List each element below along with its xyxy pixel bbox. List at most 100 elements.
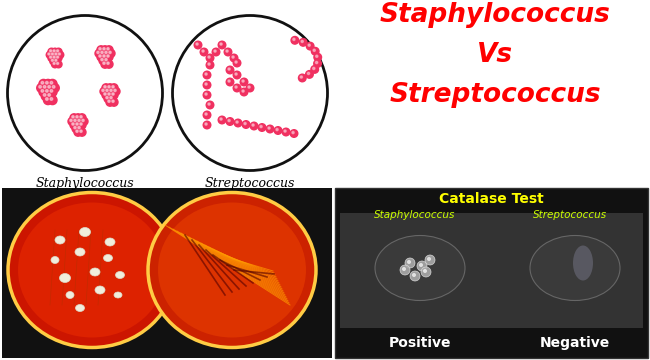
Circle shape bbox=[284, 130, 286, 132]
Ellipse shape bbox=[158, 202, 306, 338]
Circle shape bbox=[226, 50, 228, 52]
Circle shape bbox=[80, 130, 82, 132]
Circle shape bbox=[230, 54, 238, 62]
Ellipse shape bbox=[375, 235, 465, 301]
Circle shape bbox=[106, 98, 114, 106]
Circle shape bbox=[58, 53, 60, 55]
Circle shape bbox=[276, 129, 278, 131]
Circle shape bbox=[78, 128, 86, 136]
Circle shape bbox=[206, 101, 214, 109]
Circle shape bbox=[78, 114, 86, 122]
Circle shape bbox=[107, 48, 109, 50]
Circle shape bbox=[220, 118, 222, 120]
Circle shape bbox=[214, 50, 216, 52]
Circle shape bbox=[112, 100, 114, 102]
Circle shape bbox=[55, 61, 62, 68]
Circle shape bbox=[290, 130, 298, 137]
Circle shape bbox=[97, 46, 105, 54]
Circle shape bbox=[311, 48, 319, 55]
Circle shape bbox=[70, 121, 78, 129]
Circle shape bbox=[412, 273, 416, 277]
Text: Positive: Positive bbox=[389, 336, 451, 350]
Circle shape bbox=[39, 80, 48, 89]
Circle shape bbox=[206, 54, 214, 62]
Circle shape bbox=[260, 125, 262, 128]
Circle shape bbox=[78, 121, 86, 129]
Circle shape bbox=[110, 84, 118, 92]
Circle shape bbox=[103, 55, 105, 57]
Circle shape bbox=[99, 48, 101, 50]
Circle shape bbox=[102, 91, 110, 99]
Circle shape bbox=[226, 66, 234, 74]
Circle shape bbox=[55, 48, 62, 55]
Circle shape bbox=[109, 51, 111, 54]
Ellipse shape bbox=[79, 228, 90, 237]
Circle shape bbox=[233, 84, 240, 92]
Circle shape bbox=[48, 87, 57, 96]
Circle shape bbox=[202, 50, 204, 52]
Circle shape bbox=[48, 85, 51, 88]
Circle shape bbox=[400, 265, 410, 275]
Circle shape bbox=[46, 90, 48, 92]
Circle shape bbox=[101, 60, 109, 68]
Circle shape bbox=[208, 103, 210, 105]
Circle shape bbox=[314, 53, 322, 61]
Circle shape bbox=[423, 269, 427, 273]
Circle shape bbox=[228, 80, 230, 82]
Circle shape bbox=[44, 96, 53, 105]
Circle shape bbox=[106, 91, 114, 99]
Circle shape bbox=[107, 55, 109, 57]
Circle shape bbox=[102, 84, 110, 92]
Circle shape bbox=[242, 121, 250, 128]
Circle shape bbox=[41, 84, 50, 93]
Circle shape bbox=[108, 95, 116, 103]
Circle shape bbox=[314, 60, 321, 67]
Circle shape bbox=[50, 90, 53, 92]
Ellipse shape bbox=[114, 292, 122, 298]
Circle shape bbox=[101, 58, 103, 61]
Circle shape bbox=[236, 121, 238, 123]
Circle shape bbox=[51, 54, 58, 62]
Circle shape bbox=[114, 89, 116, 91]
Circle shape bbox=[316, 55, 318, 57]
Circle shape bbox=[41, 90, 44, 92]
Circle shape bbox=[292, 131, 294, 134]
Circle shape bbox=[105, 60, 113, 68]
Circle shape bbox=[226, 118, 234, 125]
Circle shape bbox=[41, 91, 50, 100]
Circle shape bbox=[39, 85, 42, 88]
Circle shape bbox=[218, 41, 226, 49]
Text: Staphylococcus: Staphylococcus bbox=[380, 2, 610, 28]
Circle shape bbox=[78, 126, 80, 129]
Circle shape bbox=[46, 51, 53, 58]
Circle shape bbox=[274, 127, 282, 134]
Circle shape bbox=[70, 119, 72, 122]
Circle shape bbox=[306, 42, 314, 50]
Circle shape bbox=[50, 58, 57, 65]
Circle shape bbox=[203, 121, 211, 129]
Circle shape bbox=[242, 80, 244, 82]
Circle shape bbox=[53, 56, 55, 58]
Circle shape bbox=[76, 117, 84, 125]
Ellipse shape bbox=[51, 256, 59, 264]
Circle shape bbox=[313, 67, 315, 69]
Circle shape bbox=[78, 119, 80, 122]
Text: Staphylococcus: Staphylococcus bbox=[36, 177, 135, 190]
Circle shape bbox=[205, 73, 207, 75]
Circle shape bbox=[300, 39, 307, 46]
Circle shape bbox=[74, 128, 82, 136]
Circle shape bbox=[240, 78, 248, 86]
Circle shape bbox=[74, 119, 76, 122]
Circle shape bbox=[234, 119, 242, 127]
Ellipse shape bbox=[75, 305, 84, 311]
Circle shape bbox=[300, 76, 302, 78]
Circle shape bbox=[55, 54, 62, 62]
Circle shape bbox=[410, 271, 420, 281]
Circle shape bbox=[74, 121, 82, 129]
Circle shape bbox=[72, 117, 80, 125]
Text: Streptococcus: Streptococcus bbox=[205, 177, 295, 190]
Circle shape bbox=[104, 93, 106, 95]
Circle shape bbox=[306, 71, 313, 78]
Circle shape bbox=[55, 59, 57, 61]
Circle shape bbox=[82, 119, 85, 122]
